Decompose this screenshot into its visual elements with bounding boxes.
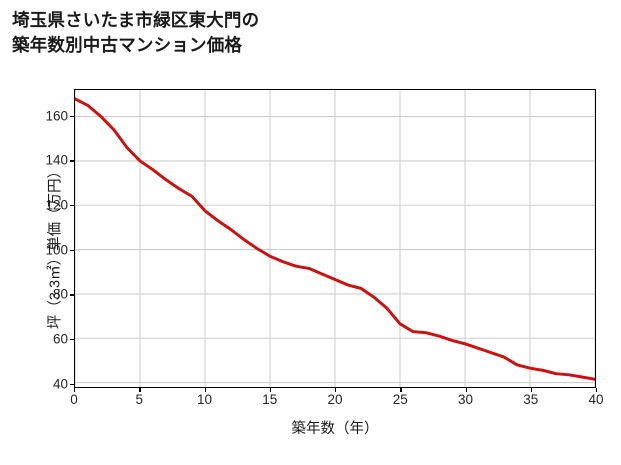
x-tick-label: 40 — [588, 392, 604, 407]
y-tick-label: 140 — [45, 152, 68, 168]
x-tick-mark — [596, 388, 598, 392]
y-tick-mark — [70, 338, 74, 341]
y-tick-label: 120 — [45, 197, 68, 213]
y-tick-label: 80 — [52, 286, 68, 302]
x-tick-label: 5 — [135, 392, 144, 407]
x-tick-mark — [335, 388, 337, 392]
x-tick-label: 25 — [392, 392, 408, 407]
x-tick-mark — [530, 388, 533, 392]
page-title: 埼玉県さいたま市緑区東大門の 築年数別中古マンション価格 — [12, 10, 260, 56]
x-tick-mark — [74, 388, 76, 392]
x-tick-mark — [269, 388, 272, 392]
x-tick-label: 30 — [457, 392, 474, 407]
x-tick-mark — [465, 388, 467, 392]
x-tick-mark — [400, 388, 402, 392]
y-tick-mark — [70, 249, 74, 251]
y-tick-mark — [70, 294, 74, 296]
y-tick-label: 100 — [45, 242, 68, 258]
y-tick-label: 160 — [45, 108, 68, 124]
x-axis-title: 築年数（年） — [291, 421, 379, 437]
x-axis-tick-labels: 0 5 10 15 20 25 30 35 40 — [70, 392, 603, 414]
y-tick-label: 60 — [52, 331, 68, 347]
x-tick-label: 35 — [523, 392, 539, 407]
x-tick-label: 20 — [327, 392, 343, 407]
gridlines — [75, 90, 595, 387]
y-axis-title: 坪（3.3㎡）単価（万円） — [47, 163, 64, 330]
y-tick-mark — [70, 160, 74, 162]
x-tick-label: 15 — [262, 392, 278, 407]
y-axis-tick-labels: 40 60 80 100 120 140 160 — [30, 89, 68, 392]
plot-area — [74, 89, 596, 388]
x-tick-label: 0 — [70, 392, 78, 407]
y-tick-label: 40 — [52, 376, 68, 392]
x-tick-mark — [139, 388, 141, 392]
x-tick-label: 10 — [196, 392, 213, 407]
y-tick-mark — [70, 383, 74, 385]
data-line-坪単価 — [75, 97, 595, 381]
y-tick-mark — [70, 205, 74, 207]
x-tick-mark — [204, 388, 206, 392]
y-tick-mark — [70, 115, 74, 118]
price-line-series — [75, 97, 595, 381]
